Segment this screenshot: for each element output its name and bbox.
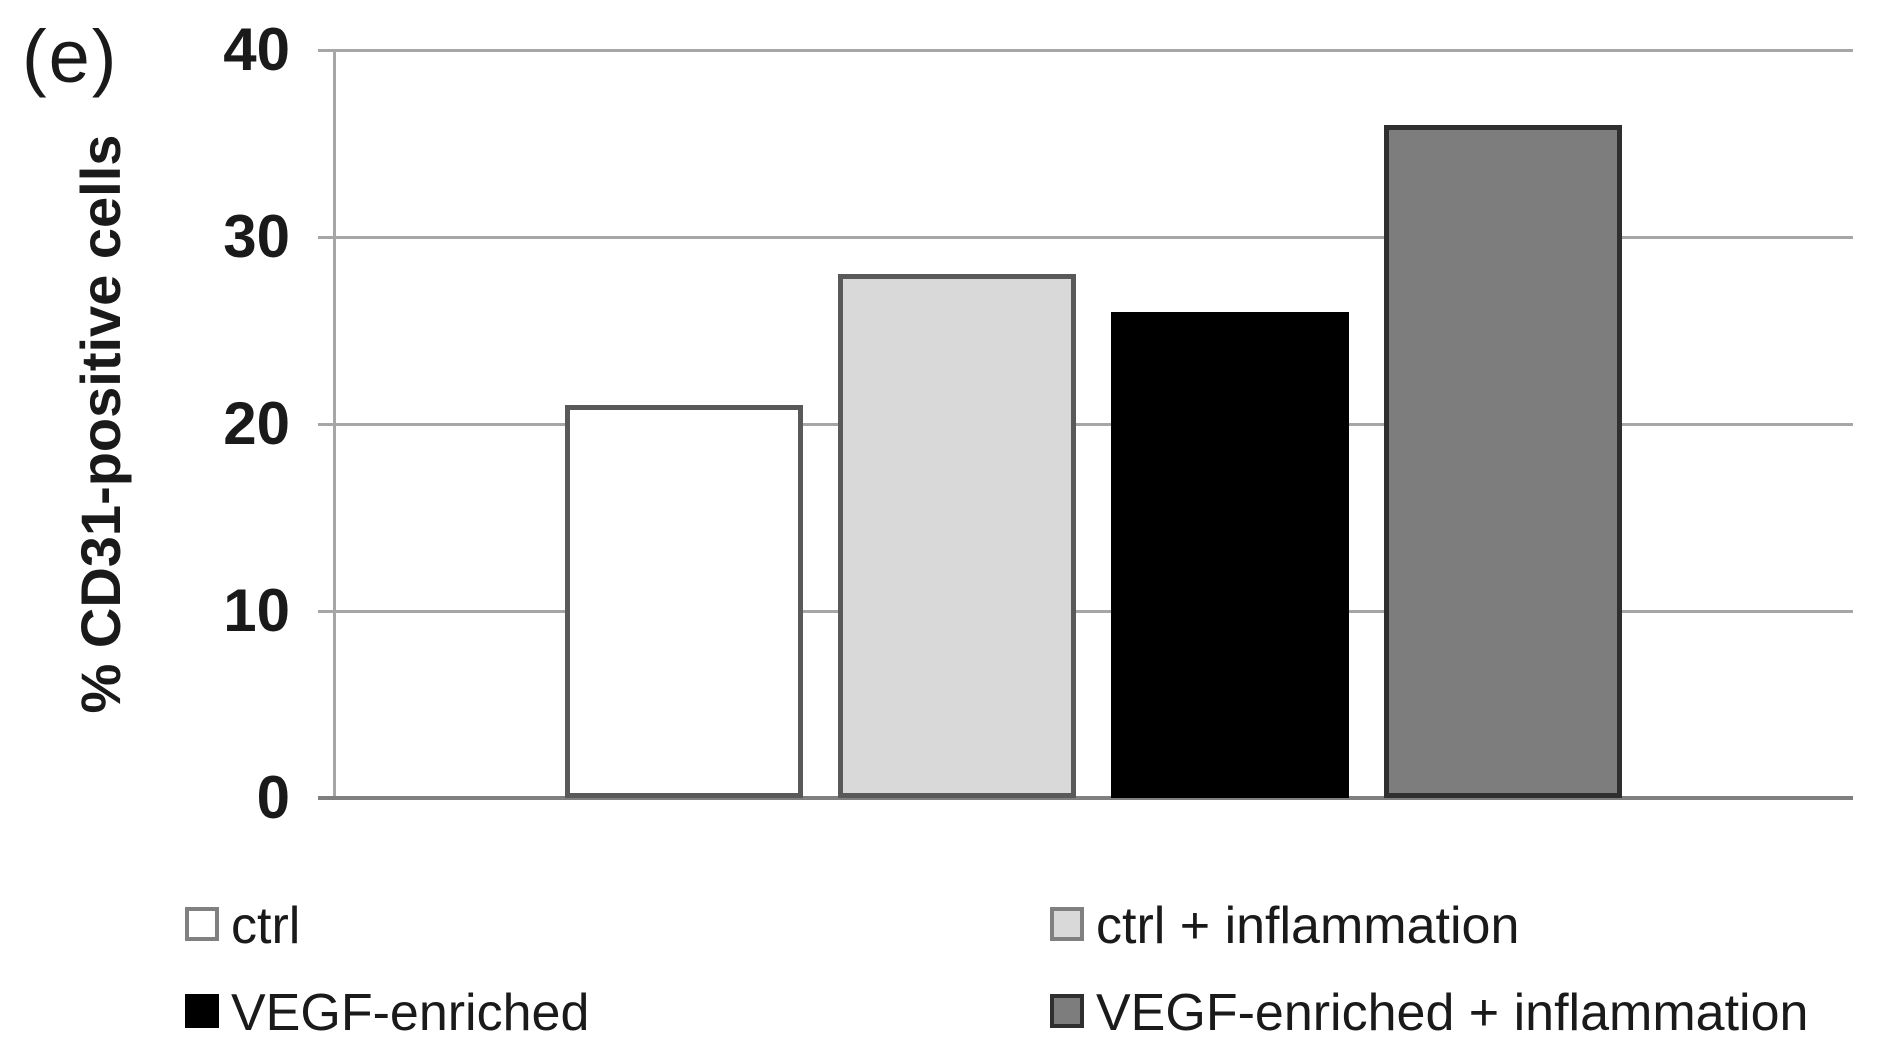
legend: ctrl ctrl + inflammation VEGF-enriched VEGF… [185,897,1875,1043]
gridline-y-20 [318,422,1853,426]
bar-vegf-enriched-inflammation [1384,124,1622,798]
legend-item-vegf-enriched-inflammation: VEGF-enriched + inflammation [1050,984,1875,1043]
bar-ctrl [565,405,803,798]
legend-item-ctrl: ctrl [185,897,1050,955]
legend-item-ctrl-inflammation: ctrl + inflammation [1050,897,1875,955]
x-axis-baseline [318,796,1853,800]
bar-ctrl-inflammation [838,274,1076,798]
gridline-y-10 [318,609,1853,613]
legend-label: ctrl + inflammation [1096,897,1520,955]
legend-swatch-icon [185,994,219,1029]
y-tick-label-30: 30 [223,203,290,270]
bar-vegf-enriched [1111,311,1349,798]
gridline-y-40 [318,48,1853,52]
y-axis-title-text: % CD31-positive cells [69,134,132,714]
panel-label: (e) [22,15,119,98]
y-tick-label-20: 20 [223,390,290,457]
gridline-y-30 [318,235,1853,239]
y-tick-label-10: 10 [223,577,290,644]
legend-label: VEGF-enriched + inflammation [1096,984,1809,1043]
legend-item-vegf-enriched: VEGF-enriched [185,984,1050,1043]
legend-label: ctrl [231,897,301,955]
y-tick-label-40: 40 [223,16,290,83]
y-tick-label-0: 0 [256,764,290,831]
legend-swatch-icon [1050,994,1084,1029]
legend-swatch-icon [185,907,219,941]
legend-label: VEGF-enriched [231,984,590,1043]
plot-area [318,48,1853,800]
legend-swatch-icon [1050,907,1084,941]
